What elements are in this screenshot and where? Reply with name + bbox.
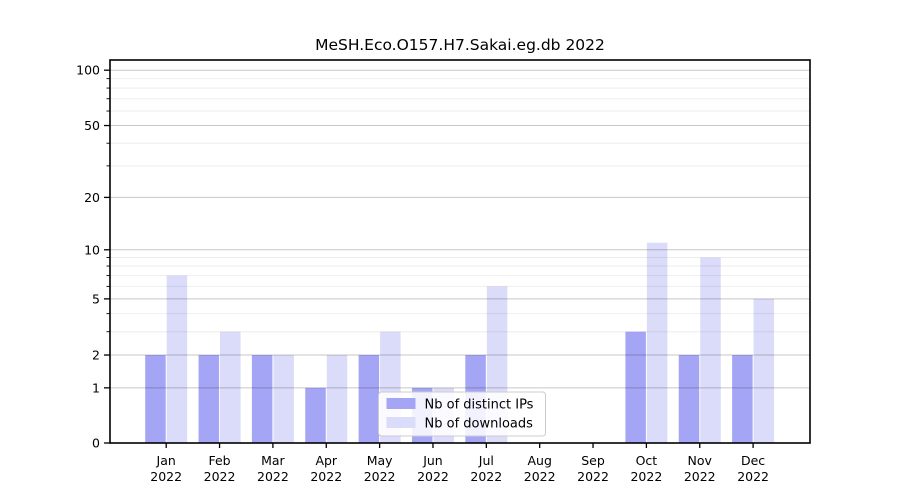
bar-downloads-nov-2022 bbox=[700, 257, 721, 443]
x-tick-label-year-may: 2022 bbox=[364, 469, 396, 484]
y-tick-label-10: 10 bbox=[84, 242, 100, 257]
y-tick-label-50: 50 bbox=[84, 118, 100, 133]
bar-distinct-ips-feb-2022 bbox=[198, 355, 220, 443]
x-tick-label-month-dec: Dec bbox=[741, 453, 765, 468]
bar-distinct-ips-oct-2022 bbox=[625, 331, 646, 443]
x-tick-label-year-oct: 2022 bbox=[630, 469, 662, 484]
x-tick-label-year-feb: 2022 bbox=[204, 469, 236, 484]
plot-frame bbox=[109, 59, 811, 444]
bar-downloads-feb-2022 bbox=[220, 331, 241, 443]
x-tick-label-year-sep: 2022 bbox=[577, 469, 609, 484]
legend-box bbox=[378, 391, 546, 437]
y-tick-label-2: 2 bbox=[92, 348, 100, 363]
chart-title: MeSH.Eco.O157.H7.Sakai.eg.db 2022 bbox=[315, 36, 605, 54]
x-tick-label-year-apr: 2022 bbox=[310, 469, 342, 484]
x-tick-label-year-nov: 2022 bbox=[684, 469, 716, 484]
bar-distinct-ips-may-2022 bbox=[358, 355, 380, 443]
x-tick-label-year-dec: 2022 bbox=[737, 469, 769, 484]
bar-distinct-ips-apr-2022 bbox=[305, 387, 326, 443]
y-tick-label-5: 5 bbox=[92, 291, 100, 306]
x-tick-label-year-aug: 2022 bbox=[524, 469, 556, 484]
bar-distinct-ips-dec-2022 bbox=[732, 355, 753, 443]
legend-swatch-distinct-ips bbox=[386, 398, 416, 409]
bar-distinct-ips-mar-2022 bbox=[251, 355, 273, 443]
x-tick-label-month-jun: Jun bbox=[422, 453, 443, 468]
x-tick-label-month-feb: Feb bbox=[208, 453, 230, 468]
x-tick-label-year-jun: 2022 bbox=[417, 469, 449, 484]
x-tick-label-month-may: May bbox=[367, 453, 393, 468]
bar-downloads-jan-2022 bbox=[166, 275, 188, 443]
legend-label-downloads: Nb of downloads bbox=[425, 417, 534, 432]
y-tick-label-0: 0 bbox=[92, 436, 100, 451]
y-tick-label-1: 1 bbox=[92, 380, 100, 395]
y-tick-label-20: 20 bbox=[84, 190, 100, 205]
legend-label-distinct-ips: Nb of distinct IPs bbox=[425, 398, 534, 413]
x-tick-label-month-jul: Jul bbox=[478, 453, 494, 468]
bar-downloads-dec-2022 bbox=[753, 298, 775, 443]
x-tick-label-month-apr: Apr bbox=[315, 453, 337, 468]
legend-swatch-downloads bbox=[386, 417, 416, 428]
x-tick-label-year-jan: 2022 bbox=[150, 469, 182, 484]
x-tick-label-month-aug: Aug bbox=[527, 453, 551, 468]
y-tick-label-100: 100 bbox=[76, 63, 100, 78]
x-tick-label-year-jul: 2022 bbox=[470, 469, 502, 484]
x-tick-label-month-sep: Sep bbox=[581, 453, 605, 468]
bar-distinct-ips-jan-2022 bbox=[145, 355, 166, 443]
x-tick-label-month-oct: Oct bbox=[636, 453, 658, 468]
x-tick-label-year-mar: 2022 bbox=[257, 469, 289, 484]
bar-downloads-mar-2022 bbox=[273, 355, 294, 443]
x-tick-label-month-jan: Jan bbox=[156, 453, 176, 468]
x-tick-label-month-nov: Nov bbox=[688, 453, 713, 468]
bar-downloads-oct-2022 bbox=[646, 242, 668, 443]
bar-downloads-apr-2022 bbox=[326, 355, 348, 443]
x-tick-label-month-mar: Mar bbox=[261, 453, 285, 468]
bar-distinct-ips-nov-2022 bbox=[678, 355, 700, 443]
